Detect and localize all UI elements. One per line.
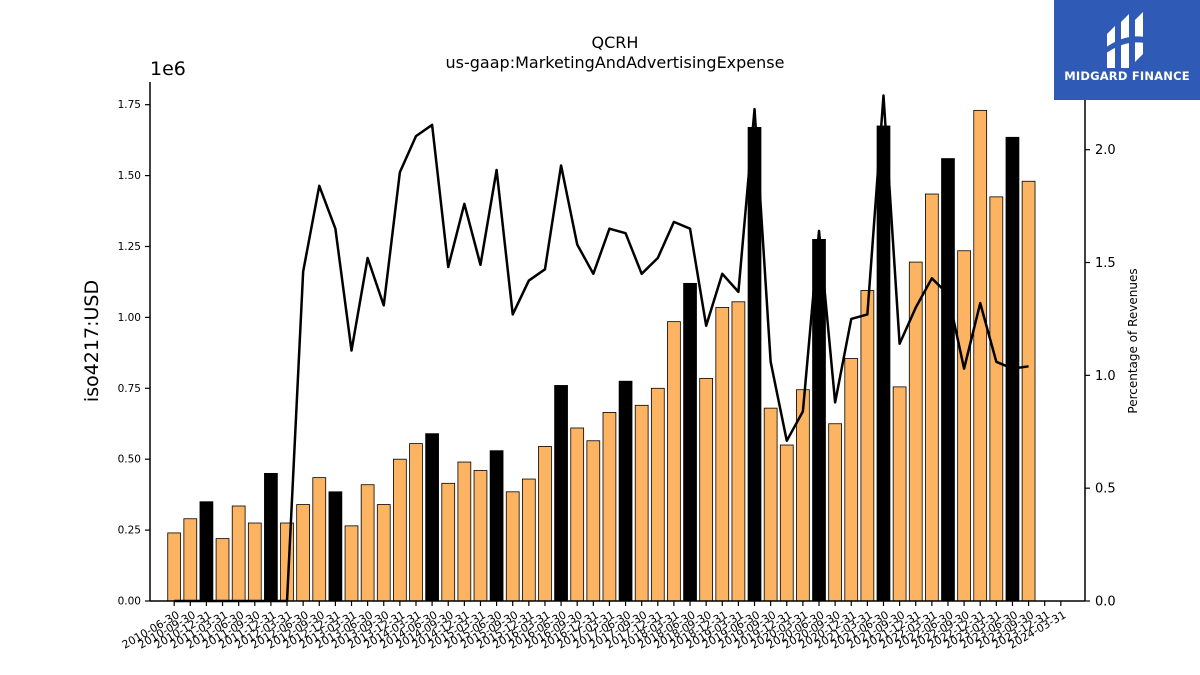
y2-tick-label: 0.5	[1095, 482, 1116, 497]
bar	[296, 504, 310, 602]
bar	[699, 377, 714, 602]
bar	[489, 450, 504, 602]
bar	[779, 444, 794, 602]
series-line	[174, 94, 1029, 603]
y-tick-label: 1.00	[118, 312, 141, 324]
bar	[989, 196, 1004, 602]
y-tick-label: 1.75	[118, 99, 141, 111]
bar	[409, 443, 423, 602]
y2-tick-label: 1.5	[1095, 256, 1116, 271]
bar	[860, 290, 875, 602]
bar	[925, 193, 939, 602]
bar	[650, 387, 665, 602]
bar	[715, 307, 730, 602]
bar	[376, 504, 391, 602]
chart-title: QCRH	[592, 33, 639, 52]
bar	[828, 423, 842, 602]
bar	[457, 461, 472, 602]
bar	[973, 109, 988, 602]
bar	[215, 538, 230, 602]
bar	[328, 491, 343, 602]
y2-tick-label: 1.0	[1095, 369, 1116, 384]
bar	[360, 484, 375, 602]
bar	[393, 458, 407, 602]
bar	[425, 433, 439, 602]
bar	[199, 501, 214, 602]
y-tick-label: 0.25	[118, 525, 141, 537]
bar	[941, 158, 955, 602]
line-group	[174, 94, 1029, 603]
y-tick-label: 1.50	[118, 170, 141, 182]
bar	[683, 282, 697, 602]
brand-logo-icon	[1105, 12, 1149, 68]
bar	[505, 491, 520, 602]
bar	[231, 505, 246, 602]
bar	[731, 301, 746, 602]
bar	[876, 125, 891, 602]
bar	[441, 482, 456, 602]
y-tick-label: 0.00	[118, 596, 141, 608]
bar	[264, 472, 278, 602]
bar	[844, 358, 859, 602]
axes-group: 0.00 0.25 0.50 0.75 1.00 1.25 1.50 1.75 0.0 0.5 1.…	[118, 82, 1116, 652]
bar	[554, 385, 568, 602]
bar	[763, 407, 778, 602]
bar	[183, 518, 198, 602]
bar	[521, 478, 536, 602]
y-axis-label: iso4217:USD	[81, 280, 103, 402]
bar	[908, 261, 923, 602]
bar	[570, 427, 585, 602]
bar	[634, 404, 649, 602]
y-tick-label: 0.75	[118, 383, 141, 395]
bar	[167, 532, 182, 602]
bar	[1021, 180, 1036, 602]
y-tick-label: 0.50	[118, 454, 141, 466]
chart-subtitle: us-gaap:MarketingAndAdvertisingExpense	[446, 53, 785, 72]
y2-tick-label: 2.0	[1095, 143, 1116, 158]
bar	[473, 470, 488, 602]
y-tick-label: 1.25	[118, 241, 141, 253]
y2-tick-label: 0.0	[1095, 595, 1116, 610]
y-offset-label: 1e6	[150, 58, 186, 80]
bar	[667, 321, 681, 602]
bar	[892, 386, 907, 602]
brand-logo-text: MIDGARD FINANCE	[1064, 69, 1190, 83]
bar	[344, 525, 359, 602]
bar	[247, 522, 262, 602]
bar	[538, 446, 552, 602]
bar	[957, 250, 971, 602]
bar	[618, 380, 633, 602]
bar	[312, 477, 327, 602]
y2-axis-label: Percentage of Revenues	[1126, 268, 1140, 413]
bar	[602, 412, 617, 602]
bar	[586, 440, 601, 602]
